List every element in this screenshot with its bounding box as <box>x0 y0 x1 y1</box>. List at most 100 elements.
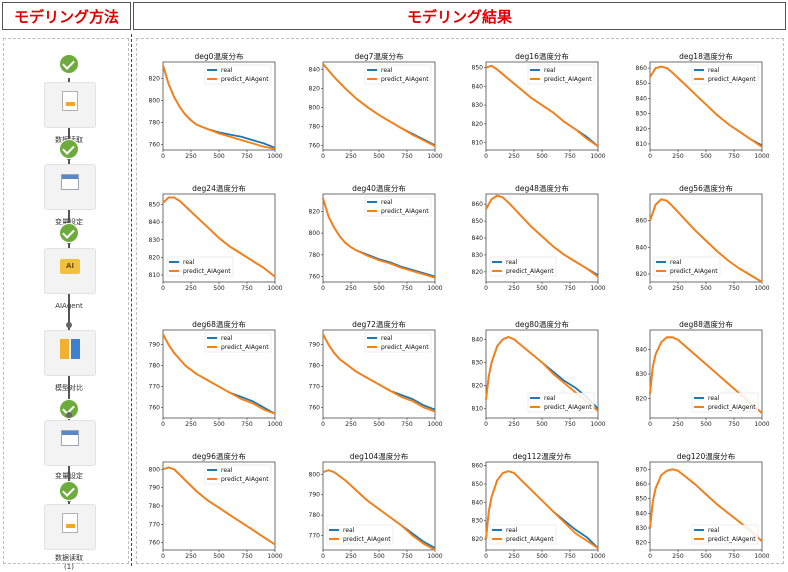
x-tick-label: 250 <box>345 421 357 428</box>
legend-label: predict_AIAgent <box>670 268 718 275</box>
modeling-method-header: モデリング方法 <box>2 2 131 30</box>
x-tick-label: 500 <box>536 421 548 428</box>
y-tick-label: 820 <box>472 536 484 543</box>
series-line-predict <box>322 63 436 148</box>
x-tick-label: 1000 <box>590 553 605 560</box>
chart-title: deg0温度分布 <box>195 51 244 61</box>
node-ai-agent[interactable]: AI <box>44 248 96 294</box>
series-line-predict <box>162 466 276 546</box>
y-tick-label: 820 <box>309 85 321 92</box>
x-tick-label: 1000 <box>267 285 282 292</box>
y-tick-label: 760 <box>309 274 321 281</box>
series-line-predict <box>322 198 436 279</box>
x-tick-label: 250 <box>185 421 197 428</box>
x-tick-label: 1000 <box>267 153 282 160</box>
workflow-diagram: 数据读取 变量设定 AI AIAgent 模型对比 变量设定 (1) 数据读取 … <box>6 44 128 571</box>
y-tick-label: 820 <box>149 254 161 261</box>
y-tick-label: 770 <box>309 384 321 391</box>
y-tick-label: 820 <box>472 269 484 276</box>
x-tick-label: 0 <box>484 153 488 160</box>
x-tick-label: 250 <box>508 285 520 292</box>
legend-box <box>527 392 595 413</box>
series-line-predict <box>485 470 599 549</box>
node-data-read[interactable] <box>44 82 96 128</box>
chart-title: deg112温度分布 <box>513 451 572 461</box>
x-tick-label: 1000 <box>427 285 442 292</box>
y-tick-label: 830 <box>636 111 648 118</box>
legend-box <box>364 332 432 353</box>
y-tick-label: 810 <box>636 141 648 148</box>
x-tick-label: 250 <box>345 285 357 292</box>
y-tick-label: 800 <box>149 98 161 105</box>
x-tick-label: 0 <box>321 421 325 428</box>
y-tick-label: 840 <box>472 336 484 343</box>
variable-setting-icon <box>61 174 79 190</box>
x-tick-label: 250 <box>185 553 197 560</box>
y-tick-label: 830 <box>636 371 648 378</box>
legend-label: predict_AIAgent <box>381 76 429 83</box>
chart-title: deg68温度分布 <box>192 319 246 329</box>
series-line-predict <box>162 333 276 415</box>
x-tick-label: 0 <box>648 421 652 428</box>
y-tick-label: 760 <box>309 405 321 412</box>
y-tick-label: 870 <box>636 466 648 473</box>
y-tick-label: 840 <box>309 67 321 74</box>
series-line-predict <box>162 65 276 150</box>
node-data-read-1[interactable] <box>44 504 96 550</box>
y-tick-label: 820 <box>636 540 648 547</box>
results-panel-border <box>136 38 784 564</box>
x-tick-label: 1000 <box>590 421 605 428</box>
legend-label: predict_AIAgent <box>506 536 554 543</box>
legend-label: predict_AIAgent <box>708 76 756 83</box>
y-tick-label: 780 <box>149 503 161 510</box>
series-line-predict <box>322 469 436 551</box>
legend-label: predict_AIAgent <box>381 208 429 215</box>
x-tick-label: 1000 <box>590 153 605 160</box>
x-tick-label: 250 <box>185 285 197 292</box>
x-tick-label: 1000 <box>427 421 442 428</box>
y-tick-label: 800 <box>309 104 321 111</box>
legend-label: real <box>343 527 355 534</box>
x-tick-label: 750 <box>564 421 576 428</box>
x-tick-label: 750 <box>401 421 413 428</box>
divider-line <box>131 34 132 566</box>
node-label-ai-agent: AIAgent <box>55 302 83 310</box>
x-tick-label: 750 <box>241 153 253 160</box>
y-tick-label: 830 <box>472 518 484 525</box>
chart-title: deg96温度分布 <box>192 451 246 461</box>
x-tick-label: 0 <box>161 421 165 428</box>
y-tick-label: 850 <box>472 65 484 72</box>
x-tick-label: 750 <box>564 153 576 160</box>
x-tick-label: 750 <box>728 153 740 160</box>
x-tick-label: 750 <box>401 553 413 560</box>
x-tick-label: 500 <box>700 285 712 292</box>
x-tick-label: 1000 <box>267 421 282 428</box>
node-label-data-read-1: 数据读取 (1) <box>55 554 83 571</box>
y-tick-label: 760 <box>149 405 161 412</box>
port-dot <box>66 412 72 418</box>
chart-title: deg80温度分布 <box>515 319 569 329</box>
node-variable-setting-1[interactable] <box>44 420 96 466</box>
x-tick-label: 0 <box>321 285 325 292</box>
x-tick-label: 750 <box>401 285 413 292</box>
node-model-compare[interactable] <box>44 330 96 376</box>
legend-label: real <box>506 259 518 266</box>
x-tick-label: 250 <box>185 153 197 160</box>
x-tick-label: 250 <box>508 153 520 160</box>
series-line-predict <box>162 196 276 278</box>
x-tick-label: 500 <box>536 553 548 560</box>
x-tick-label: 0 <box>161 285 165 292</box>
series-line-predict <box>649 198 763 283</box>
x-tick-label: 0 <box>484 553 488 560</box>
y-tick-label: 770 <box>149 521 161 528</box>
y-tick-label: 850 <box>472 218 484 225</box>
chart-title: deg56温度分布 <box>679 183 733 193</box>
y-tick-label: 860 <box>636 481 648 488</box>
node-variable-setting[interactable] <box>44 164 96 210</box>
legend-label: real <box>221 335 233 342</box>
legend-label: predict_AIAgent <box>381 344 429 351</box>
y-tick-label: 850 <box>636 496 648 503</box>
legend-label: real <box>381 67 393 74</box>
x-tick-label: 0 <box>321 553 325 560</box>
x-tick-label: 500 <box>700 553 712 560</box>
